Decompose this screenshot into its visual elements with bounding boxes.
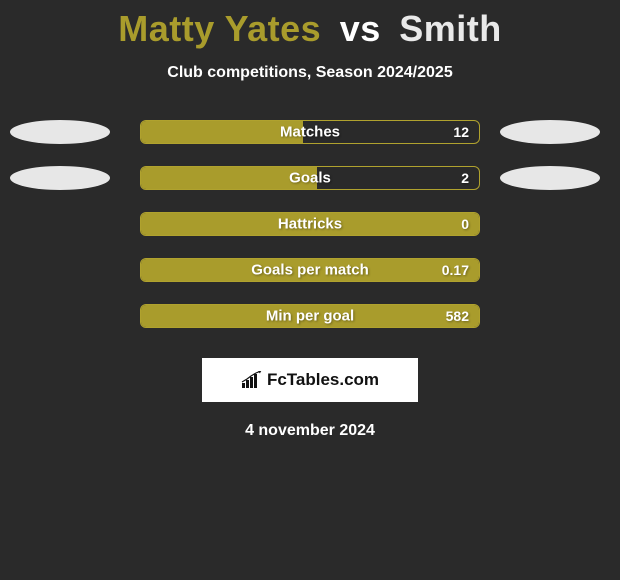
stats-rows: Matches 12 Goals 2 Hattricks 0 Goals per match… xyxy=(0,120,620,328)
page-title: Matty Yates vs Smith xyxy=(118,8,502,50)
stat-value: 0 xyxy=(461,216,469,232)
title-player2: Smith xyxy=(399,8,502,49)
stat-value: 2 xyxy=(461,170,469,186)
stat-bar-fill xyxy=(141,121,303,143)
left-ellipse xyxy=(10,166,110,190)
stat-row: Goals 2 xyxy=(0,166,620,190)
stat-bar: Goals per match 0.17 xyxy=(140,258,480,282)
stat-row: Goals per match 0.17 xyxy=(0,258,620,282)
logo-box: FcTables.com xyxy=(202,358,418,402)
stat-label: Goals per match xyxy=(251,262,369,279)
stat-bar: Min per goal 582 xyxy=(140,304,480,328)
stat-bar: Matches 12 xyxy=(140,120,480,144)
stat-row: Hattricks 0 xyxy=(0,212,620,236)
stat-label: Hattricks xyxy=(278,216,342,233)
stat-label: Min per goal xyxy=(266,308,354,325)
stat-value: 12 xyxy=(453,124,469,140)
stats-card: Matty Yates vs Smith Club competitions, … xyxy=(0,0,620,440)
stat-label: Goals xyxy=(289,170,331,187)
stat-row: Min per goal 582 xyxy=(0,304,620,328)
stat-bar: Hattricks 0 xyxy=(140,212,480,236)
stat-label: Matches xyxy=(280,124,340,141)
title-vs: vs xyxy=(340,8,381,49)
stat-row: Matches 12 xyxy=(0,120,620,144)
bar-chart-icon xyxy=(241,371,263,389)
right-ellipse xyxy=(500,166,600,190)
logo-text: FcTables.com xyxy=(267,370,379,390)
date-label: 4 november 2024 xyxy=(245,422,375,440)
stat-value: 0.17 xyxy=(442,262,469,278)
right-ellipse xyxy=(500,120,600,144)
logo: FcTables.com xyxy=(241,370,379,390)
stat-bar: Goals 2 xyxy=(140,166,480,190)
stat-value: 582 xyxy=(446,308,469,324)
left-ellipse xyxy=(10,120,110,144)
subtitle: Club competitions, Season 2024/2025 xyxy=(167,64,452,82)
title-player1: Matty Yates xyxy=(118,8,321,49)
